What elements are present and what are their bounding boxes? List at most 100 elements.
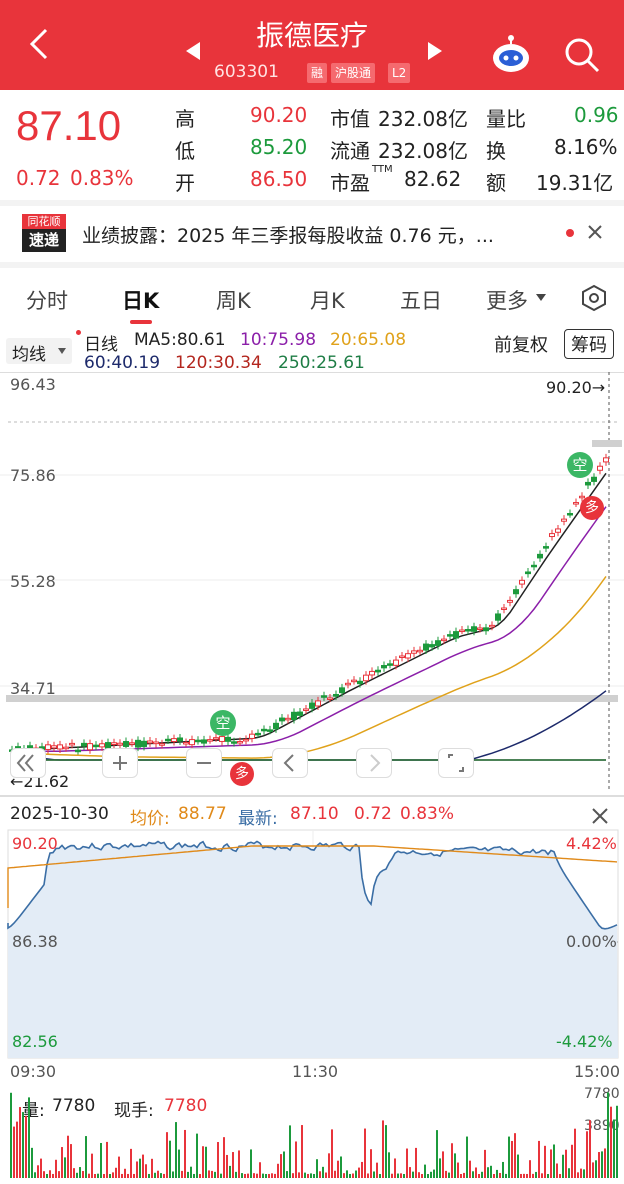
ma250-value: 250:25.61 — [278, 353, 365, 373]
zoom-out-button[interactable] — [186, 748, 222, 778]
tab-weekly-k[interactable]: 周K — [216, 289, 251, 313]
stock-name: 振德医疗 — [255, 19, 368, 52]
volume-bar — [412, 1171, 414, 1178]
volume-bar — [76, 1172, 78, 1178]
expand-icon — [448, 754, 464, 772]
prev-stock-icon[interactable] — [186, 42, 200, 60]
volume-bar — [310, 1173, 312, 1178]
volume-bar — [31, 1147, 33, 1178]
pe-ttm-sup: TTM — [372, 164, 393, 175]
candle — [159, 739, 165, 749]
volume-bar — [184, 1129, 186, 1178]
pe-label: 市盈 — [330, 171, 370, 195]
volume-bar — [394, 1158, 396, 1178]
search-icon[interactable] — [563, 36, 601, 74]
volume-bar — [415, 1147, 417, 1178]
volume-bar — [106, 1141, 108, 1178]
volume-bar — [247, 1173, 249, 1178]
robot-assistant-icon[interactable] — [490, 34, 532, 74]
volume-bar — [91, 1153, 93, 1178]
settings-hexagon-icon[interactable] — [580, 284, 608, 312]
candle — [561, 515, 567, 526]
candle — [495, 609, 501, 625]
volume-bar — [532, 1173, 534, 1178]
chip-button[interactable]: 筹码 — [564, 329, 614, 359]
volume-bar — [376, 1162, 378, 1178]
candle — [393, 656, 399, 670]
tab-intraday[interactable]: 分时 — [26, 289, 68, 313]
next-button[interactable] — [356, 748, 392, 778]
volume-bar — [508, 1136, 510, 1178]
volume-bar — [289, 1125, 291, 1178]
volume-bar — [277, 1163, 279, 1178]
volume-bar — [442, 1151, 444, 1178]
volume-bar — [214, 1171, 216, 1178]
volume-bar — [487, 1167, 489, 1178]
volume-bar — [511, 1140, 513, 1178]
volume-bar — [400, 1173, 402, 1178]
volume-bar — [127, 1173, 129, 1178]
candle — [213, 733, 219, 742]
ma-mode-select[interactable]: 均线 — [6, 338, 72, 365]
tab-five-day[interactable]: 五日 — [400, 289, 442, 313]
adjust-button[interactable]: 前复权 — [494, 335, 548, 356]
volume-bar — [22, 1112, 24, 1178]
scroll-left-button[interactable] — [10, 748, 46, 778]
turnover-label: 换 — [486, 139, 506, 163]
candle — [501, 603, 507, 614]
news-dot-icon — [566, 229, 574, 237]
volume-bar — [502, 1161, 504, 1178]
news-text[interactable]: 业绩披露：2025 年三季报每股收益 0.76 元，... — [82, 225, 494, 247]
volume-bar — [232, 1152, 234, 1178]
fullscreen-button[interactable] — [438, 748, 474, 778]
next-stock-icon[interactable] — [428, 42, 442, 60]
volume-bar — [172, 1171, 174, 1178]
candle — [117, 739, 123, 749]
volume-bar — [595, 1160, 597, 1178]
candle — [87, 739, 93, 754]
candle — [429, 640, 435, 651]
candle — [189, 735, 195, 749]
volume-bar — [529, 1160, 531, 1178]
candle — [507, 596, 513, 607]
more-dropdown-icon — [536, 294, 546, 301]
volume-bar — [403, 1174, 405, 1178]
volume-bar — [58, 1171, 60, 1178]
prev-button[interactable] — [272, 748, 308, 778]
volume-bar — [457, 1162, 459, 1178]
volume-bar — [358, 1167, 360, 1178]
volume-bar — [535, 1171, 537, 1178]
candle — [423, 640, 429, 655]
intraday-chart[interactable] — [0, 828, 624, 1060]
candle — [177, 733, 183, 745]
volume-bar — [163, 1173, 165, 1178]
volume-bar — [607, 1092, 609, 1178]
tab-monthly-k[interactable]: 月K — [310, 289, 345, 313]
volume-bar — [52, 1173, 54, 1178]
kline-chart[interactable] — [0, 372, 624, 792]
close-news-icon[interactable] — [588, 225, 602, 239]
hand-value: 7780 — [164, 1096, 208, 1116]
candle — [525, 567, 531, 578]
zoom-in-button[interactable] — [102, 748, 138, 778]
tab-active-indicator — [130, 320, 152, 324]
ma60-value: 60:40.19 — [84, 353, 161, 373]
candle — [135, 736, 141, 752]
candle — [99, 739, 105, 751]
volume-bar — [367, 1173, 369, 1178]
close-intraday-icon[interactable] — [592, 808, 608, 824]
volume-bar — [565, 1149, 567, 1178]
tab-daily-k[interactable]: 日K — [122, 289, 160, 313]
volume-bar — [370, 1149, 372, 1178]
volratio-label: 量比 — [486, 107, 526, 131]
volume-bar — [463, 1172, 465, 1178]
last-chg: 0.72 — [354, 804, 392, 824]
volume-axis-top: 7780 — [584, 1086, 620, 1102]
volume-bar — [133, 1173, 135, 1178]
candle — [171, 734, 177, 746]
candle — [405, 649, 411, 662]
tab-more[interactable]: 更多 — [486, 289, 528, 313]
back-icon[interactable] — [22, 24, 58, 64]
volume-bar — [280, 1154, 282, 1178]
volume-bar — [178, 1149, 180, 1178]
